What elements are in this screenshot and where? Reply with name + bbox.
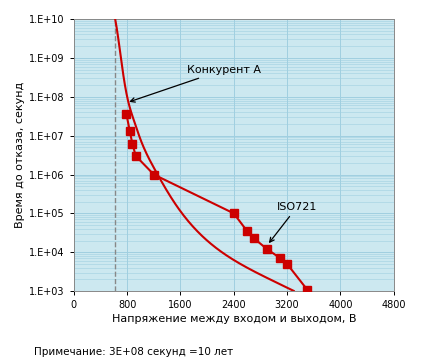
Y-axis label: Время до отказа, секунд: Время до отказа, секунд — [15, 82, 25, 228]
Text: Конкурент А: Конкурент А — [131, 65, 261, 102]
Text: ISO721: ISO721 — [270, 201, 317, 242]
X-axis label: Напряжение между входом и выходом, В: Напряжение между входом и выходом, В — [112, 314, 356, 324]
Text: Примечание: 3Е+08 секунд =10 лет: Примечание: 3Е+08 секунд =10 лет — [34, 347, 233, 357]
